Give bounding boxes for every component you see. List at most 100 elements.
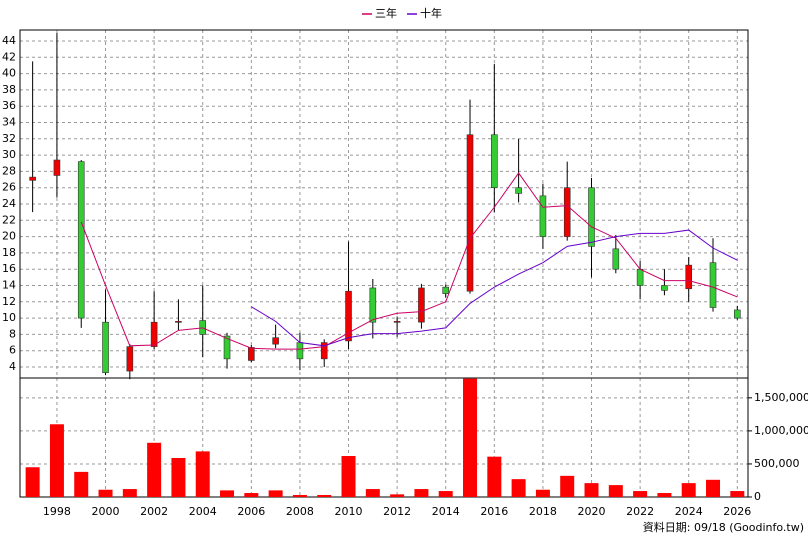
y-tick-label: 18: [2, 246, 16, 259]
volume-bar: [220, 490, 235, 497]
volume-bar: [608, 485, 623, 497]
candle-body: [515, 187, 522, 194]
x-tick-label: 2016: [480, 505, 508, 518]
candle-body: [636, 268, 644, 286]
volume-bar: [25, 467, 40, 497]
y-tick-label: 4: [9, 360, 16, 373]
volume-bar: [414, 489, 429, 497]
volume-bar: [122, 489, 137, 497]
volume-bar: [49, 424, 64, 497]
footnote: 資料日期: 09/18 (Goodinfo.tw): [643, 520, 804, 534]
candle-body: [223, 335, 231, 360]
candle-body: [29, 176, 36, 181]
x-tick-label: 2014: [432, 505, 460, 518]
x-tick-label: 2020: [578, 505, 606, 518]
volume-bar: [292, 495, 307, 497]
candle-body: [491, 134, 498, 189]
volume-bar: [171, 457, 186, 497]
volume-bar: [195, 451, 210, 497]
y-tick-label: 16: [2, 262, 16, 275]
y-tick-label: 38: [2, 83, 16, 96]
x-tick-label: 2024: [675, 505, 703, 518]
volume-bar: [535, 489, 550, 497]
x-tick-label: 1998: [43, 505, 71, 518]
y-tick-label: 32: [2, 132, 16, 145]
y-tick-label: 500,000: [754, 457, 800, 470]
candle-body: [345, 290, 352, 342]
y-tick-label: 8: [9, 327, 16, 340]
candle-body: [588, 187, 595, 247]
y-tick-label: 26: [2, 181, 16, 194]
volume-bar: [730, 491, 745, 497]
volume-bar: [244, 493, 259, 497]
y-tick-label: 22: [2, 213, 16, 226]
x-tick-label: 2008: [286, 505, 314, 518]
legend-label: 三年: [375, 6, 397, 20]
line-series: [80, 172, 738, 350]
volume-bar: [463, 378, 478, 497]
x-tick-label: 2026: [723, 505, 751, 518]
candle-body: [466, 134, 474, 292]
volume-bar: [98, 489, 113, 497]
y-tick-label: 10: [2, 311, 16, 324]
y-tick-label: 36: [2, 99, 16, 112]
y-tick-label: 20: [2, 230, 16, 243]
candle-body: [539, 195, 547, 237]
volume-bar: [365, 489, 380, 497]
plot-frame: [19, 377, 749, 498]
x-tick-label: 2018: [529, 505, 557, 518]
candle-body: [418, 287, 425, 323]
volume-bar: [147, 442, 162, 497]
y-tick-label: 1,500,000: [754, 391, 808, 404]
volume-bar: [438, 491, 453, 497]
y-tick-label: 28: [2, 164, 16, 177]
x-tick-label: 2006: [237, 505, 265, 518]
y-tick-label: 34: [2, 116, 16, 129]
legend-label: 十年: [420, 6, 442, 20]
candle-body: [102, 321, 109, 374]
volume-bar: [268, 490, 283, 497]
y-tick-label: 24: [2, 197, 16, 210]
volume-bar: [706, 479, 721, 497]
candle-body: [175, 321, 182, 323]
y-tick-label: 14: [2, 278, 16, 291]
volume-bar: [681, 483, 696, 497]
candle-body: [563, 187, 571, 237]
candle-body: [685, 264, 693, 290]
candle-body: [661, 285, 668, 291]
candle-body: [612, 248, 620, 270]
volume-bar: [584, 483, 599, 497]
candle-body: [150, 321, 158, 347]
x-tick-label: 2004: [189, 505, 217, 518]
y-tick-label: 42: [2, 50, 16, 63]
candle-body: [734, 309, 741, 319]
y-tick-label: 40: [2, 67, 16, 80]
volume-bar: [390, 494, 405, 497]
volume-bar: [317, 495, 332, 497]
volume-bar: [657, 493, 672, 497]
candle-body: [248, 347, 255, 361]
y-tick-label: 44: [2, 34, 16, 47]
x-tick-label: 2012: [383, 505, 411, 518]
x-tick-label: 2000: [92, 505, 120, 518]
volume-bar: [487, 456, 502, 497]
y-tick-label: 30: [2, 148, 16, 161]
volume-bar: [511, 479, 526, 497]
candle-body: [126, 346, 134, 372]
candle-body: [53, 159, 61, 176]
candle-body: [320, 342, 328, 360]
x-tick-label: 2010: [335, 505, 363, 518]
x-tick-label: 2002: [140, 505, 168, 518]
volume-bar: [560, 475, 575, 497]
candle-body: [393, 321, 401, 323]
x-tick-label: 2022: [626, 505, 654, 518]
y-tick-label: 12: [2, 295, 16, 308]
y-tick-label: 6: [9, 344, 16, 357]
candle-body: [442, 286, 450, 294]
volume-bar: [633, 491, 648, 497]
candle-body: [296, 342, 304, 360]
candle-body: [709, 262, 717, 308]
volume-bar: [341, 456, 356, 497]
y-tick-label: 1,000,000: [754, 424, 808, 437]
candle-body: [369, 287, 377, 323]
